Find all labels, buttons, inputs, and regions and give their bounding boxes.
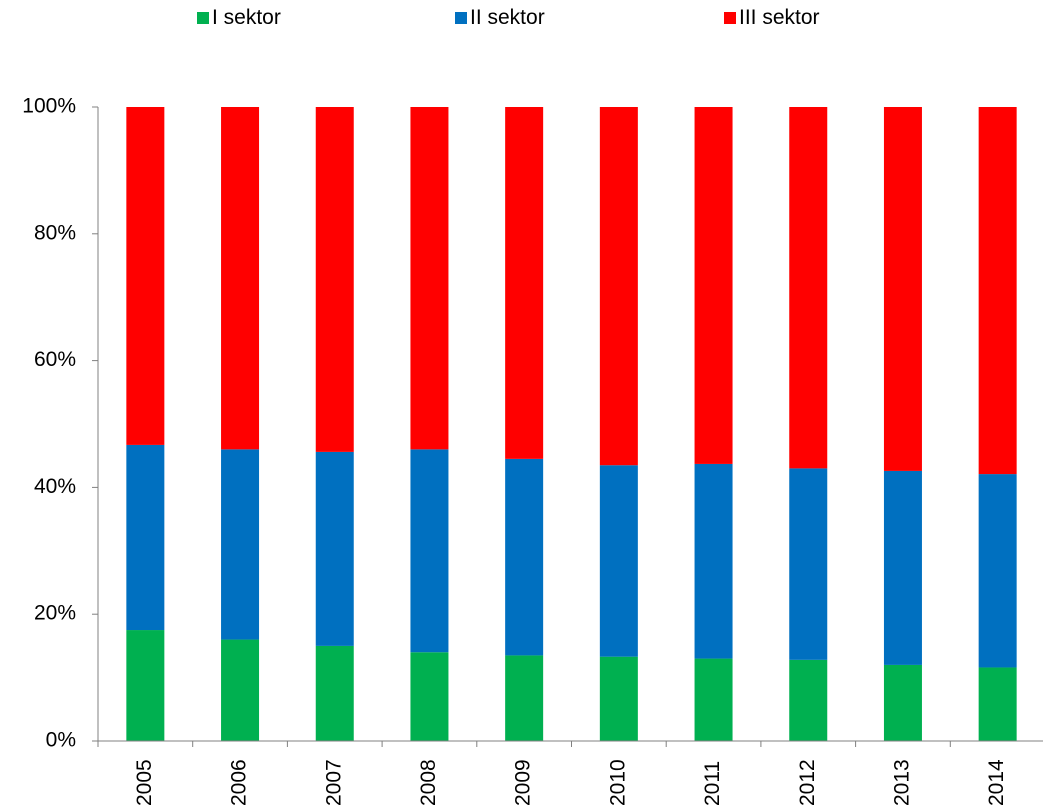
chart-legend: I sektor II sektor III sektor xyxy=(0,6,1043,32)
legend-item-iii-sektor: III sektor xyxy=(724,6,820,30)
bar-2007-series-2 xyxy=(315,451,354,646)
bar-2012-series-3 xyxy=(789,107,828,469)
x-tick-label: 2010 xyxy=(606,759,629,806)
bar-2013-series-2 xyxy=(883,470,922,665)
x-tick-label: 2014 xyxy=(985,759,1008,806)
bar-2009-series-2 xyxy=(505,458,544,656)
x-tick-label: 2009 xyxy=(512,759,535,806)
y-tick-label: 60% xyxy=(34,348,76,371)
bar-2010-series-2 xyxy=(599,465,638,657)
bar-2009-series-3 xyxy=(505,107,544,459)
x-tick-label: 2008 xyxy=(417,759,440,806)
bar-2013-series-1 xyxy=(883,664,922,741)
x-tick-label: 2006 xyxy=(228,759,251,806)
bar-2010-series-1 xyxy=(599,656,638,741)
bar-2007-series-3 xyxy=(315,107,354,452)
legend-swatch-i-sektor xyxy=(197,12,209,24)
bar-2011-series-3 xyxy=(694,107,733,464)
bar-2008-series-3 xyxy=(410,107,449,450)
bar-2007-series-1 xyxy=(315,645,354,741)
legend-item-ii-sektor: II sektor xyxy=(455,6,545,30)
bar-2011-series-2 xyxy=(694,463,733,659)
x-tick-label: 2005 xyxy=(133,759,156,806)
bar-2010-series-3 xyxy=(599,107,638,466)
y-tick-label: 100% xyxy=(22,95,76,118)
legend-swatch-ii-sektor xyxy=(455,12,467,24)
bar-2011-series-1 xyxy=(694,658,733,741)
bars-layer xyxy=(126,107,1017,741)
legend-item-i-sektor: I sektor xyxy=(197,6,281,30)
y-tick-label: 0% xyxy=(46,729,76,752)
legend-swatch-iii-sektor xyxy=(724,12,736,24)
bar-2008-series-2 xyxy=(410,449,449,653)
legend-label-iii-sektor: III sektor xyxy=(739,6,820,29)
bar-2006-series-1 xyxy=(221,639,260,741)
bar-2008-series-1 xyxy=(410,652,449,741)
bar-2005-series-1 xyxy=(126,630,165,741)
x-tick-label: 2013 xyxy=(890,759,913,806)
bar-2006-series-3 xyxy=(221,107,260,450)
x-tick-label: 2007 xyxy=(322,759,345,806)
bar-2013-series-3 xyxy=(883,107,922,471)
legend-label-i-sektor: I sektor xyxy=(212,6,281,29)
bar-2012-series-2 xyxy=(789,468,828,660)
bar-2012-series-1 xyxy=(789,659,828,741)
y-tick-label: 20% xyxy=(34,602,76,625)
bar-2009-series-1 xyxy=(505,655,544,741)
bar-2014-series-2 xyxy=(978,474,1017,668)
bar-2014-series-3 xyxy=(978,107,1017,475)
y-tick-label: 80% xyxy=(34,221,76,244)
bar-2014-series-1 xyxy=(978,667,1017,741)
bar-2005-series-2 xyxy=(126,444,165,631)
x-tick-label: 2012 xyxy=(796,759,819,806)
legend-label-ii-sektor: II sektor xyxy=(470,6,545,29)
y-tick-label: 40% xyxy=(34,475,76,498)
bar-2006-series-2 xyxy=(221,449,260,640)
x-tick-label: 2011 xyxy=(701,761,724,806)
bar-2005-series-3 xyxy=(126,107,165,445)
axes-layer: 0% 20% 40% 60% 80% 100% 2005 2006 2007 2008 2009 20… xyxy=(22,95,1043,806)
